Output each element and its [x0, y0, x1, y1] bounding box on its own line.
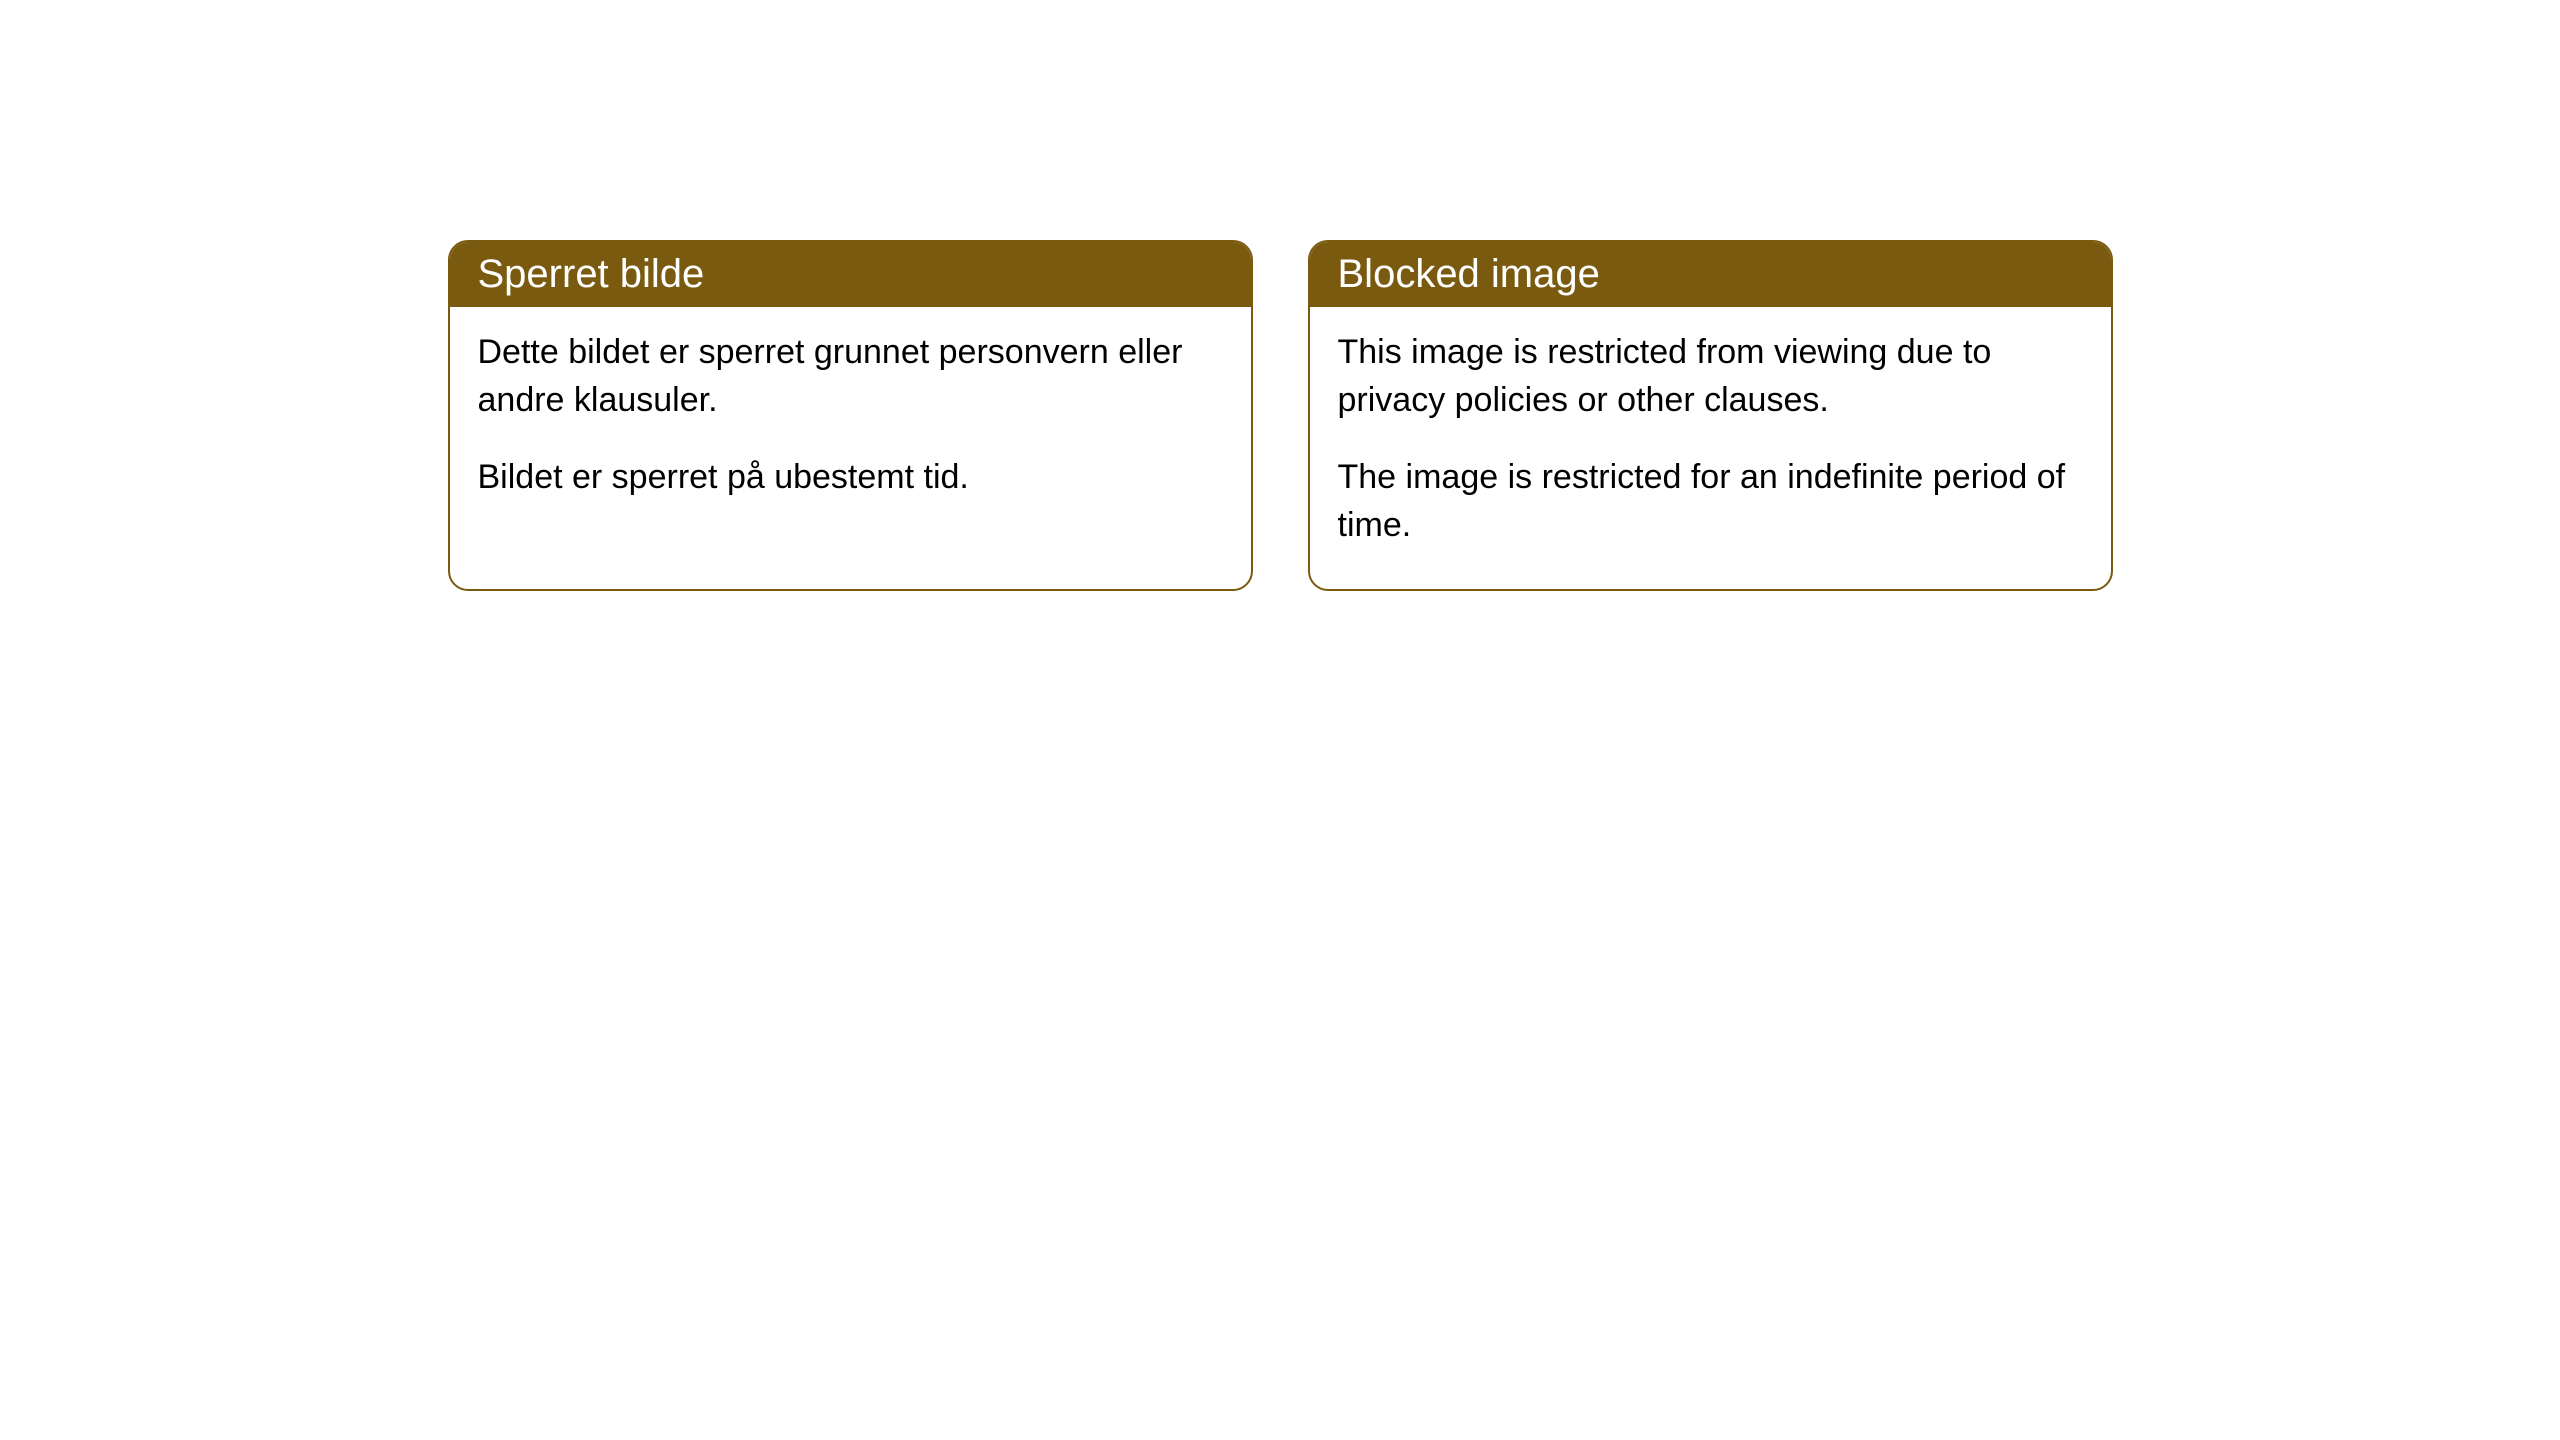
card-paragraph: Dette bildet er sperret grunnet personve…	[478, 329, 1223, 424]
card-norwegian: Sperret bilde Dette bildet er sperret gr…	[448, 240, 1253, 591]
card-body-english: This image is restricted from viewing du…	[1310, 307, 2111, 589]
card-paragraph: The image is restricted for an indefinit…	[1338, 454, 2083, 549]
card-paragraph: This image is restricted from viewing du…	[1338, 329, 2083, 424]
card-header-english: Blocked image	[1310, 242, 2111, 307]
card-title: Sperret bilde	[478, 252, 705, 296]
card-paragraph: Bildet er sperret på ubestemt tid.	[478, 454, 1223, 502]
card-title: Blocked image	[1338, 252, 1600, 296]
cards-container: Sperret bilde Dette bildet er sperret gr…	[0, 240, 2560, 591]
card-english: Blocked image This image is restricted f…	[1308, 240, 2113, 591]
card-body-norwegian: Dette bildet er sperret grunnet personve…	[450, 307, 1251, 542]
card-header-norwegian: Sperret bilde	[450, 242, 1251, 307]
